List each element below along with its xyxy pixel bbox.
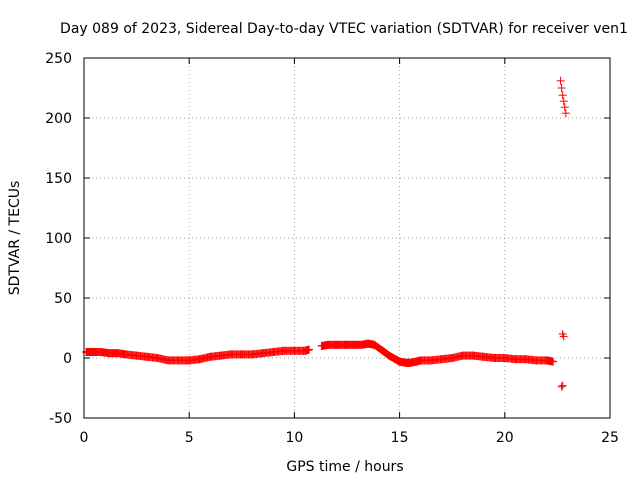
- x-tick-label: 15: [391, 430, 409, 446]
- data-point: [558, 381, 567, 390]
- data-point: [304, 345, 313, 354]
- y-tick-label: 0: [63, 351, 72, 367]
- chart-title: Day 089 of 2023, Sidereal Day-to-day VTE…: [60, 21, 628, 37]
- data-point: [548, 357, 557, 366]
- y-tick-label: -50: [49, 411, 72, 427]
- plot-frame: [83, 57, 611, 419]
- grid-lines: [84, 58, 610, 418]
- x-tick-label: 0: [80, 430, 89, 446]
- y-tick-label: 250: [45, 51, 72, 67]
- x-axis-label: GPS time / hours: [286, 459, 403, 475]
- data-point: [559, 332, 568, 341]
- data-point: [559, 97, 568, 106]
- data-point: [557, 84, 566, 92]
- y-tick-label: 150: [45, 171, 72, 187]
- x-tick-label: 20: [496, 430, 514, 446]
- data-point: [561, 109, 570, 118]
- x-tick-label: 10: [285, 430, 303, 446]
- data-point: [556, 76, 565, 85]
- axis-ticks: 0 5 10 15 20 25 -50 0 50 100 150 200 250: [45, 51, 619, 446]
- data-point: [558, 91, 567, 100]
- y-axis-label: SDTVAR / TECUs: [7, 181, 23, 296]
- y-tick-label: 100: [45, 231, 72, 247]
- x-tick-label: 25: [601, 430, 619, 446]
- data-points: [82, 76, 570, 391]
- x-tick-label: 5: [185, 430, 194, 446]
- y-tick-label: 50: [54, 291, 72, 307]
- data-point: [557, 382, 566, 391]
- data-point: [560, 103, 569, 112]
- y-tick-label: 200: [45, 111, 72, 127]
